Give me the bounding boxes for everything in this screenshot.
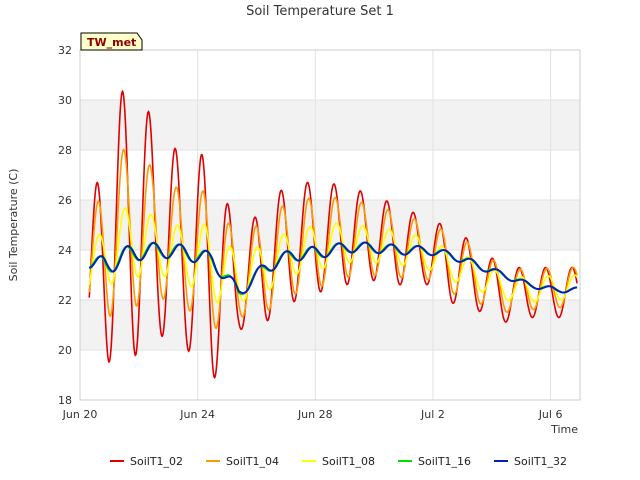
- y-tick-label: 28: [58, 144, 72, 157]
- y-tick-label: 24: [58, 244, 72, 257]
- x-tick-label: Jun 28: [297, 408, 333, 421]
- x-tick-label: Jun 24: [179, 408, 215, 421]
- y-tick-label: 30: [58, 94, 72, 107]
- plot-frame: [79, 49, 581, 401]
- x-tick-label: Jul 6: [538, 408, 563, 421]
- plot-band: [80, 150, 580, 200]
- legend-label: SoilT1_04: [226, 455, 279, 468]
- legend-label: SoilT1_02: [130, 455, 183, 468]
- legend-item: SoilT1_32: [494, 455, 567, 468]
- station-badge: TW_met: [80, 32, 143, 51]
- y-tick-label: 18: [58, 394, 72, 407]
- y-tick-label: 20: [58, 344, 72, 357]
- chart-title: Soil Temperature Set 1: [246, 4, 394, 19]
- plot-band: [80, 100, 580, 150]
- legend-label: SoilT1_16: [418, 455, 471, 468]
- legend-label: SoilT1_32: [514, 455, 567, 468]
- legend: SoilT1_02 SoilT1_04 SoilT1_08 SoilT1_16 Soil…: [110, 455, 567, 468]
- y-axis-title: Soil Temperature (C): [7, 169, 20, 282]
- x-axis-title: Time: [550, 423, 578, 436]
- legend-item: SoilT1_04: [206, 455, 279, 468]
- y-tick-label: 22: [58, 294, 72, 307]
- series-lines: [88, 89, 578, 380]
- badge-label: TW_met: [87, 36, 136, 49]
- legend-item: SoilT1_16: [398, 455, 471, 468]
- x-tick-label: Jun 20: [62, 408, 98, 421]
- x-axis-tick-labels: Jun 20 Jun 24 Jun 28 Jul 2 Jul 6: [62, 408, 563, 421]
- y-axis-tick-labels: 18 20 22 24 26 28 30 32: [58, 44, 72, 407]
- y-tick-label: 32: [58, 44, 72, 57]
- legend-label: SoilT1_08: [322, 455, 375, 468]
- legend-item: SoilT1_08: [302, 455, 375, 468]
- series-line-soilt1-04: [88, 148, 578, 329]
- plot-band: [80, 50, 580, 100]
- series-line-soilt1-32: [89, 241, 578, 295]
- y-tick-label: 26: [58, 194, 72, 207]
- legend-item: SoilT1_02: [110, 455, 183, 468]
- badge-shape: [80, 32, 143, 51]
- x-tick-label: Jul 2: [420, 408, 445, 421]
- plot-band: [80, 350, 580, 400]
